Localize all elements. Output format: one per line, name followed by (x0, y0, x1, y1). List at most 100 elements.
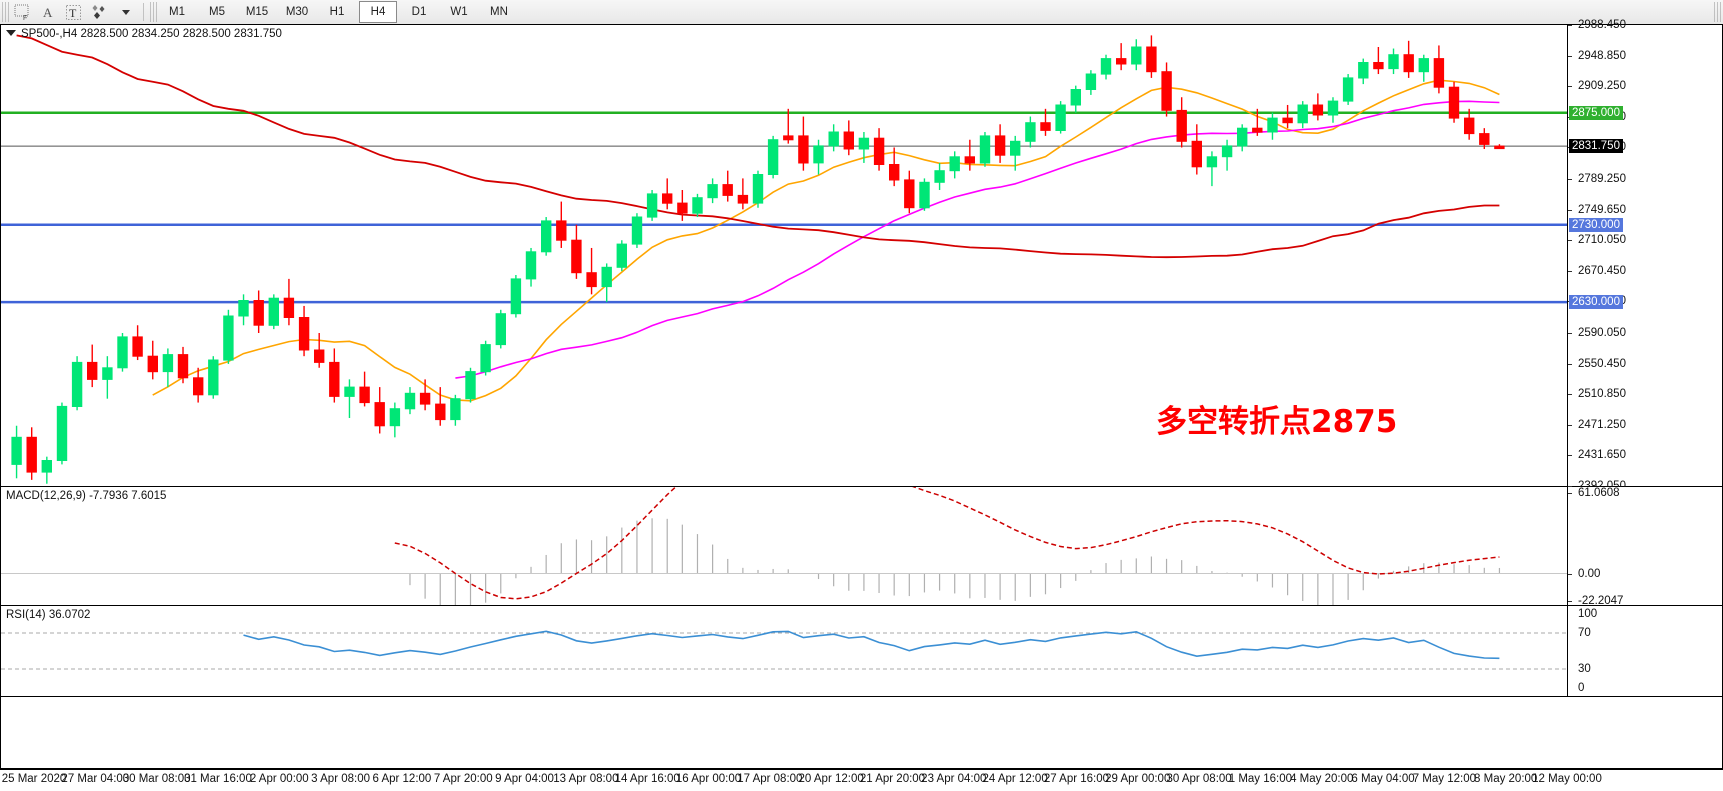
price-axis[interactable]: 2988.4502948.8502909.2502869.6502830.050… (1567, 19, 1722, 492)
collapse-arrow-icon[interactable] (6, 29, 16, 36)
time-axis[interactable]: 25 Mar 2020 27 Mar 04:00 30 Mar 08:00 31 Ma… (0, 769, 1723, 791)
time-axis-label: 12 May 00:00 (1532, 773, 1602, 785)
macd-plot[interactable] (1, 487, 1567, 605)
price-tag-2831-750[interactable]: 2831.750 (1569, 139, 1623, 154)
price-axis-label: 2948.850 (1578, 49, 1626, 62)
time-axis-label: 6 Apr 12:00 (372, 773, 432, 785)
timeframe-h1[interactable]: H1 (329, 6, 345, 18)
macd-axis-label: 61.0608 (1578, 487, 1620, 499)
time-axis-label: 2 Apr 00:00 (249, 773, 309, 785)
price-axis-label: 2789.250 (1578, 172, 1626, 185)
dropdown-arrow-icon[interactable] (113, 1, 139, 23)
time-axis-label: 6 May 04:00 (1351, 773, 1415, 785)
price-axis-tick (1568, 486, 1572, 487)
rsi-axis-label: 100 (1578, 608, 1598, 620)
timeframe-m1[interactable]: M1 (169, 6, 185, 18)
timeframe-m30[interactable]: M30 (285, 6, 309, 18)
rsi-pane[interactable]: RSI(14) 36.0702 100 70 30 0 (1, 606, 1722, 697)
price-axis-label: 2749.650 (1578, 203, 1626, 216)
macd-axis-tick (1568, 573, 1572, 575)
price-pane-header: SP500-,H4 2828.500 2834.250 2828.500 283… (6, 28, 282, 40)
text-label-icon[interactable]: A (35, 1, 61, 23)
price-axis-label: 2431.650 (1578, 449, 1626, 462)
timeframe-group-grip[interactable] (150, 2, 157, 22)
rsi-axis-label: 30 (1578, 663, 1591, 675)
price-axis-tick (1568, 209, 1572, 211)
macd-axis[interactable]: 61.0608 0.00 -22.2047 (1567, 487, 1722, 607)
rsi-plot[interactable] (1, 606, 1567, 696)
crosshair-f-icon[interactable]: F (9, 1, 35, 23)
time-axis-label: 7 Apr 20:00 (433, 773, 493, 785)
timeframe-d1[interactable]: D1 (411, 6, 427, 18)
macd-pane[interactable]: MACD(12,26,9) -7.7936 7.6015 61.0608 0.00… (1, 487, 1722, 607)
timeframe-m15[interactable]: M15 (245, 6, 269, 18)
price-tag-2730-000[interactable]: 2730.000 (1569, 217, 1623, 232)
price-axis-tick (1568, 455, 1572, 457)
price-axis-label: 2909.250 (1578, 80, 1626, 93)
chart-frame[interactable]: SP500-,H4 2828.500 2834.250 2828.500 283… (0, 19, 1723, 769)
timeframe-w1[interactable]: W1 (450, 6, 468, 18)
price-axis-tick (1568, 270, 1572, 272)
macd-axis-tick (1568, 601, 1572, 602)
price-axis-label: 2550.450 (1578, 357, 1626, 370)
toolbar: F A T M1 (0, 0, 1723, 25)
text-object-icon[interactable]: T (61, 1, 87, 23)
rsi-axis[interactable]: 100 70 30 0 (1567, 606, 1722, 696)
price-axis-tick (1568, 25, 1572, 26)
rsi-axis-label: 0 (1578, 682, 1585, 694)
timeframe-mn[interactable]: MN (490, 6, 508, 18)
price-axis-tick (1568, 240, 1572, 242)
price-header-text: SP500-,H4 2828.500 2834.250 2828.500 283… (21, 28, 282, 40)
time-axis-label: 1 May 16:00 (1228, 773, 1293, 785)
price-axis-tick (1568, 394, 1572, 396)
svg-text:A: A (43, 5, 53, 20)
price-axis-tick (1568, 178, 1572, 180)
time-axis-label: 31 Mar 16:00 (184, 773, 252, 785)
time-axis-label: 30 Mar 08:00 (122, 773, 191, 785)
time-axis-label: 14 Apr 16:00 (614, 773, 680, 785)
price-tag-2875-000[interactable]: 2875.000 (1569, 105, 1623, 120)
price-axis-label: 2988.450 (1578, 19, 1626, 31)
time-axis-label: 24 Apr 12:00 (982, 773, 1048, 785)
macd-axis-label: 0.00 (1578, 567, 1601, 580)
price-axis-tick (1568, 332, 1572, 334)
toolbar-drag-grip[interactable] (2, 2, 9, 22)
time-axis-label: 3 Apr 08:00 (311, 773, 371, 785)
time-axis-label: 4 May 20:00 (1290, 773, 1354, 785)
price-axis-label: 2510.850 (1578, 388, 1626, 401)
time-axis-label: 9 Apr 04:00 (495, 773, 554, 785)
chart-annotation-text: 多空转折点2875 (1156, 404, 1398, 440)
time-axis-label: 30 Apr 08:00 (1166, 773, 1232, 785)
time-axis-label: 7 May 12:00 (1412, 773, 1477, 785)
time-axis-label: 13 Apr 08:00 (553, 773, 619, 785)
time-axis-label: 23 Apr 04:00 (921, 773, 987, 785)
objects-icon[interactable] (87, 1, 113, 23)
time-axis-label: 27 Apr 16:00 (1043, 773, 1110, 785)
time-axis-label: 29 Apr 00:00 (1105, 773, 1171, 785)
time-axis-label: 25 Mar 2020 (1, 773, 67, 785)
rsi-axis-label: 70 (1578, 627, 1591, 639)
macd-axis-label: -22.2047 (1578, 595, 1624, 607)
toolbar-overflow-grip[interactable] (1714, 2, 1721, 22)
price-tag-2630-000[interactable]: 2630.000 (1569, 295, 1623, 310)
svg-text:F: F (23, 15, 27, 21)
time-axis-label: 8 May 20:00 (1474, 773, 1538, 785)
timeframe-m5[interactable]: M5 (209, 6, 225, 18)
time-axis-label: 20 Apr 12:00 (798, 773, 864, 785)
time-axis-label: 17 Apr 08:00 (737, 773, 803, 785)
price-axis-tick (1568, 363, 1572, 365)
timeframe-h4[interactable]: H4 (359, 1, 397, 23)
price-plot[interactable]: 多空转折点2875 (1, 25, 1567, 486)
toolbar-separator (143, 3, 144, 21)
price-axis-label: 2710.050 (1578, 234, 1626, 247)
price-axis-tick (1568, 424, 1572, 426)
price-pane[interactable]: SP500-,H4 2828.500 2834.250 2828.500 283… (1, 19, 1722, 492)
price-axis-label: 2670.450 (1578, 264, 1626, 277)
price-axis-tick (1568, 55, 1572, 57)
price-axis-tick (1568, 86, 1572, 88)
macd-axis-tick (1568, 493, 1572, 494)
svg-text:T: T (69, 6, 77, 20)
rsi-pane-header: RSI(14) 36.0702 (6, 609, 91, 621)
price-axis-label: 2590.050 (1578, 326, 1626, 339)
